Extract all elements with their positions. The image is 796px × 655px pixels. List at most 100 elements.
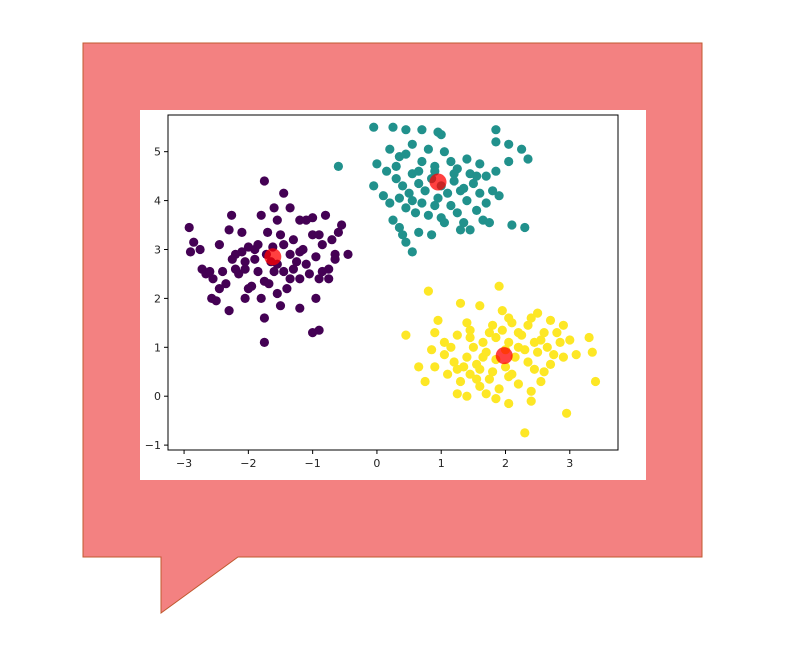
cluster-2-point [539, 367, 549, 377]
cluster-0-point [304, 269, 314, 279]
cluster-0-point [269, 203, 279, 213]
cluster-1-point [407, 247, 417, 257]
cluster-1-point [382, 166, 392, 176]
cluster-0-point [320, 210, 331, 220]
cluster-1-point [417, 156, 427, 167]
cluster-1-point [449, 169, 459, 179]
cluster-2-point [497, 306, 507, 316]
cluster-1-point [404, 188, 414, 198]
centroid-marker-0 [264, 248, 282, 266]
cluster-1-point [414, 166, 424, 176]
cluster-2-point [491, 394, 501, 404]
cluster-2-point [430, 328, 440, 338]
cluster-1-point [491, 137, 501, 147]
cluster-2-point [536, 376, 546, 387]
cluster-1-point [333, 161, 343, 171]
cluster-2-point [555, 337, 565, 347]
cluster-0-point [211, 296, 221, 306]
cluster-2-point [468, 342, 478, 352]
cluster-1-point [491, 125, 501, 135]
cluster-1-point [423, 210, 433, 220]
cluster-2-point [401, 330, 411, 340]
cluster-2-point [533, 347, 543, 357]
cluster-2-point [552, 328, 562, 338]
cluster-0-point [337, 220, 347, 230]
cluster-2-point [484, 374, 494, 384]
cluster-2-point [449, 357, 459, 367]
y-tick-label: −1 [145, 439, 161, 452]
cluster-2-point [523, 320, 533, 330]
plot-marks [184, 122, 601, 438]
cluster-2-point [571, 350, 581, 360]
cluster-2-point [481, 389, 491, 399]
cluster-1-point [455, 225, 466, 235]
cluster-2-point [452, 330, 462, 340]
cluster-0-point [317, 240, 327, 250]
cluster-0-point [314, 230, 324, 240]
cluster-0-series [184, 176, 353, 347]
cluster-1-point [388, 122, 398, 132]
cluster-1-point [439, 218, 449, 228]
cluster-1-point [414, 178, 424, 189]
cluster-1-point [401, 125, 411, 135]
cluster-1-point [465, 225, 475, 235]
cluster-0-point [317, 266, 327, 277]
cluster-2-point [545, 315, 556, 325]
cluster-1-point [427, 230, 437, 240]
cluster-0-point [237, 247, 247, 257]
cluster-0-point [269, 266, 279, 277]
cluster-2-point [446, 342, 456, 352]
cluster-2-point [545, 359, 556, 369]
cluster-0-point [288, 264, 298, 274]
cluster-1-point [420, 186, 430, 196]
cluster-2-point [562, 408, 572, 418]
cluster-1-point [391, 161, 401, 171]
cluster-0-point [240, 257, 250, 267]
cluster-2-point [465, 332, 475, 343]
y-tick-label: 2 [154, 292, 161, 305]
cluster-2-point [488, 320, 498, 330]
cluster-2-point [497, 325, 507, 335]
cluster-2-point [500, 362, 511, 372]
cluster-2-point [504, 398, 514, 409]
cluster-2-point [414, 362, 424, 372]
cluster-2-point [455, 376, 466, 387]
cluster-1-point [520, 222, 530, 233]
cluster-2-point [472, 374, 482, 384]
cluster-0-point [259, 276, 269, 286]
cluster-2-point [536, 335, 546, 345]
cluster-2-point [443, 369, 453, 379]
cluster-0-point [295, 215, 305, 225]
cluster-0-point [308, 213, 318, 223]
cluster-0-point [330, 254, 340, 264]
cluster-1-point [481, 171, 491, 181]
cluster-0-point [272, 215, 282, 225]
cluster-0-point [308, 230, 318, 240]
cluster-2-point [475, 301, 485, 311]
cluster-0-point [327, 235, 337, 245]
cluster-1-point [385, 198, 395, 208]
cluster-2-point [590, 376, 601, 387]
cluster-1-point [439, 147, 449, 157]
cluster-1-point [491, 166, 501, 176]
cluster-1-point [494, 191, 504, 201]
cluster-1-point [462, 154, 472, 164]
cluster-1-point [401, 149, 411, 159]
cluster-0-point [285, 249, 295, 259]
cluster-2-point [529, 364, 539, 374]
cluster-2-point [507, 369, 517, 379]
cluster-2-point [439, 337, 449, 347]
cluster-1-point [504, 139, 514, 149]
cluster-0-point [208, 274, 218, 284]
cluster-1-point [462, 196, 472, 206]
cluster-1-point [401, 237, 411, 247]
scatter-plot: −3 −2 −1 0 1 2 3 −1 0 1 2 3 4 5 [145, 114, 619, 470]
cluster-1-point [507, 220, 517, 230]
x-tick-label: 2 [502, 457, 509, 470]
cluster-2-point [462, 318, 472, 328]
cluster-0-point [311, 293, 321, 303]
cluster-0-point [285, 203, 295, 213]
cluster-1-point [401, 203, 411, 213]
cluster-0-point [184, 222, 194, 233]
cluster-0-point [189, 237, 199, 247]
